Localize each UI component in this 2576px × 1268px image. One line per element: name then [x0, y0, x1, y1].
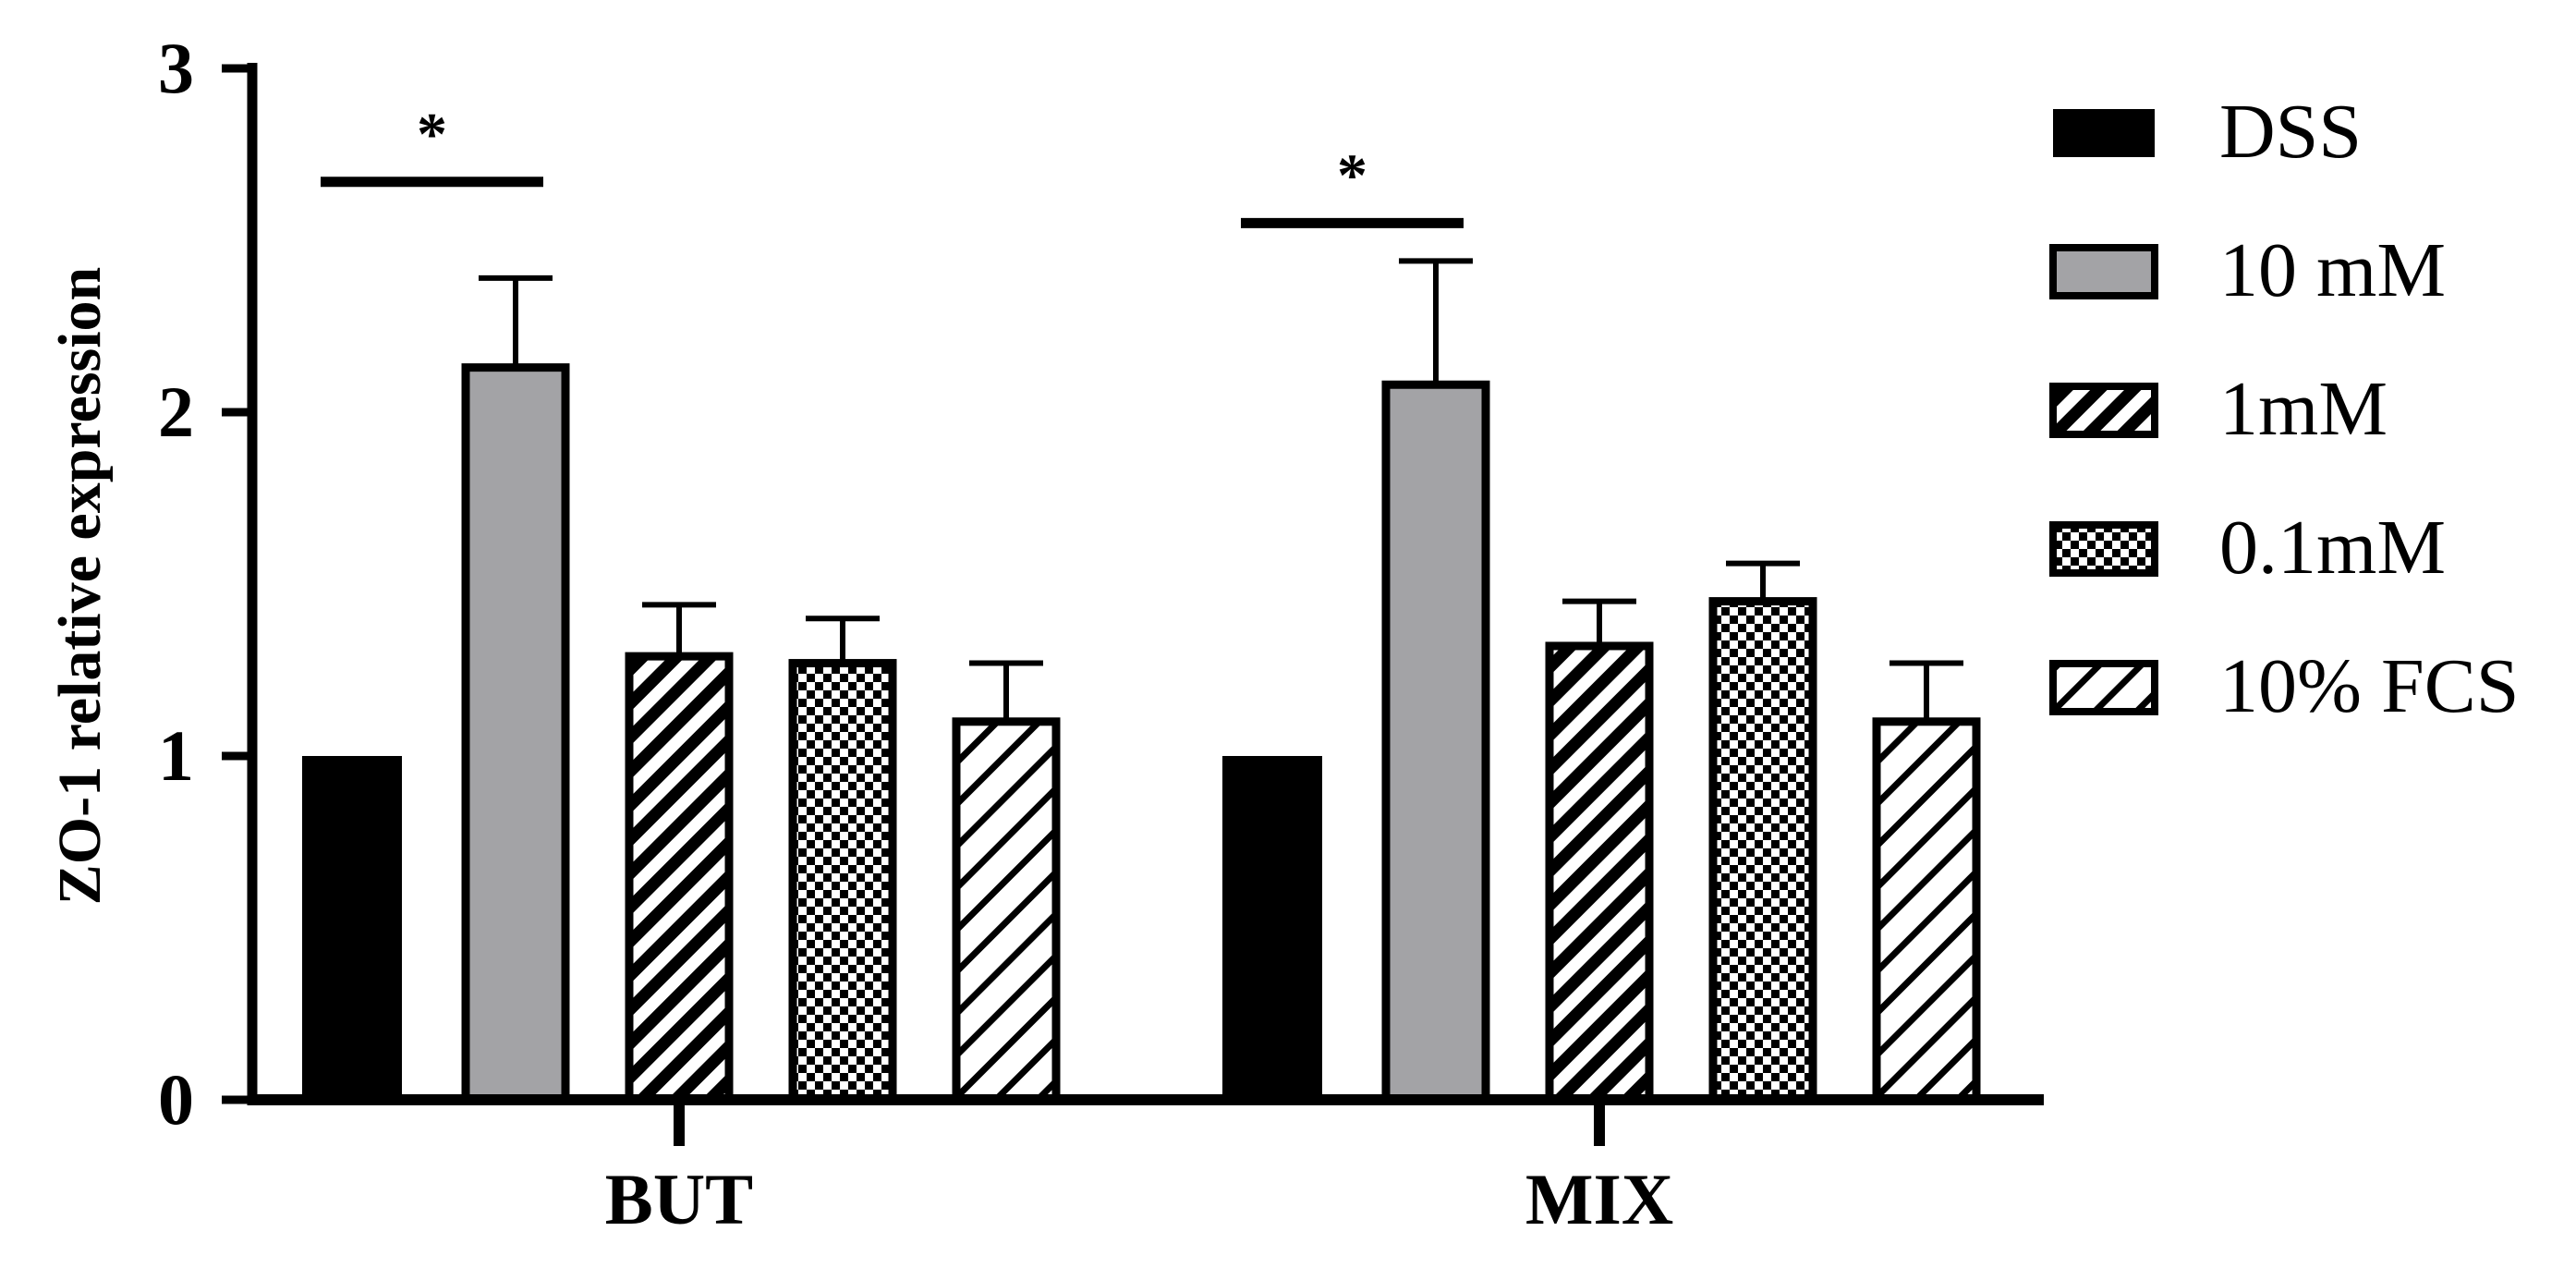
bar-but-10-fcs	[952, 717, 1061, 1104]
legend-swatch-10-fcs	[2049, 660, 2158, 715]
bar-mix-dss	[1222, 756, 1322, 1100]
bar-but-0-1mm	[788, 659, 897, 1104]
bar-but-1mm	[625, 652, 734, 1104]
legend: DSS 10 mM 1mM 0.1mM 10% FCS	[2049, 89, 2519, 729]
y-tick-label: 1	[158, 715, 194, 796]
legend-label-10-fcs: 10% FCS	[2219, 643, 2519, 729]
bar-but-10-mm	[461, 363, 570, 1104]
y-axis-ticks: 0 1 2 3	[158, 28, 252, 1140]
legend-swatch-dss	[2053, 109, 2155, 157]
legend-swatch-1mm	[2049, 383, 2158, 438]
y-tick-label: 3	[158, 28, 194, 108]
legend-label-0-1mm: 0.1mM	[2219, 505, 2446, 591]
bars-layer	[302, 363, 1981, 1104]
y-axis-label: ZO-1 relative expression	[46, 267, 114, 906]
bar-mix-10-mm	[1381, 380, 1490, 1104]
legend-swatch-10-mm	[2049, 244, 2158, 299]
bar-mix-10-fcs	[1872, 717, 1981, 1104]
significance-star: *	[417, 101, 447, 168]
error-bars-layer	[479, 258, 1963, 722]
y-tick-label: 2	[158, 372, 194, 452]
bar-mix-0-1mm	[1708, 597, 1817, 1104]
bar-mix-1mm	[1545, 641, 1654, 1104]
bar-but-dss	[302, 756, 402, 1100]
legend-label-1mm: 1mM	[2219, 366, 2388, 452]
legend-swatch-0-1mm	[2049, 521, 2158, 577]
x-category-label: MIX	[1525, 1159, 1673, 1239]
y-tick-label: 0	[158, 1059, 194, 1140]
legend-label-10-mm: 10 mM	[2219, 227, 2446, 313]
legend-label-dss: DSS	[2219, 89, 2362, 175]
x-axis-categories: BUT MIX	[605, 1100, 1673, 1239]
x-category-label: BUT	[605, 1159, 753, 1239]
significance-star: *	[1337, 141, 1367, 209]
significance-layer: **	[321, 101, 1464, 228]
